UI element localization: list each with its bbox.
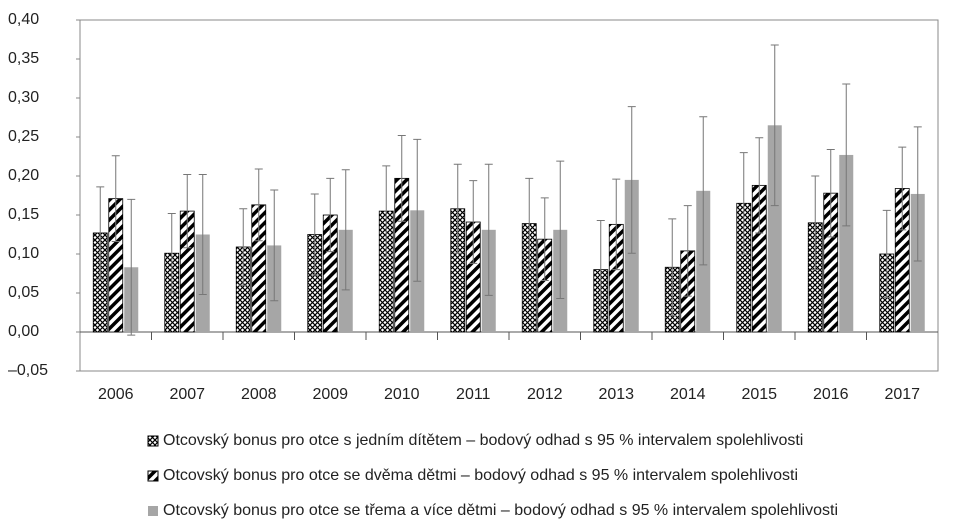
- x-tick-label: 2016: [813, 386, 849, 403]
- error-bar: [668, 218, 677, 317]
- error-bar: [469, 180, 478, 264]
- legend-swatch: [147, 470, 159, 482]
- error-bar: [326, 177, 335, 253]
- plot-frame: [79, 19, 939, 372]
- error-bar: [627, 106, 636, 254]
- error-bar: [826, 148, 835, 238]
- y-tick-label: 0,05: [8, 284, 39, 301]
- error-bar: [198, 173, 207, 296]
- error-bar: [556, 160, 565, 299]
- bar: [624, 179, 639, 332]
- error-bar: [739, 152, 748, 255]
- legend-swatch: [148, 506, 158, 516]
- y-tick-label: –0,05: [8, 362, 48, 379]
- error-bar: [484, 163, 493, 296]
- error-bar: [699, 116, 708, 266]
- error-bar: [111, 155, 120, 243]
- legend-swatch: [147, 435, 159, 447]
- error-bar: [127, 198, 136, 336]
- error-bar: [397, 134, 406, 222]
- x-tick-label: 2007: [169, 386, 205, 403]
- error-bar: [310, 193, 319, 276]
- x-tick-label: 2014: [670, 386, 706, 403]
- x-tick-label: 2011: [456, 386, 491, 403]
- error-bar: [811, 175, 820, 271]
- bar: [910, 193, 925, 332]
- error-bar: [755, 137, 764, 234]
- error-bar: [341, 169, 350, 291]
- y-tick-label: 0,00: [8, 323, 39, 340]
- error-bar: [183, 173, 192, 249]
- y-tick-label: 0,35: [8, 50, 39, 67]
- error-bar: [612, 178, 621, 271]
- bar: [839, 154, 854, 332]
- x-tick-label: 2015: [741, 386, 777, 403]
- error-bar: [842, 83, 851, 227]
- error-bar: [596, 219, 605, 320]
- error-bar: [683, 205, 692, 297]
- y-tick-label: 0,20: [8, 167, 39, 184]
- error-bar: [453, 163, 462, 254]
- y-tick-label: 0,40: [8, 11, 39, 28]
- error-bar: [413, 138, 422, 282]
- error-bar: [167, 212, 176, 294]
- x-tick-label: 2013: [598, 386, 634, 403]
- y-tick-label: 0,15: [8, 206, 39, 223]
- legend-label: Otcovský bonus pro otce se třema a více …: [163, 502, 838, 519]
- error-bar: [270, 189, 279, 302]
- error-bar: [898, 146, 907, 231]
- legend-label: Otcovský bonus pro otce s jedním dítětem…: [163, 432, 803, 449]
- error-bar: [254, 168, 263, 242]
- x-tick-label: 2006: [98, 386, 134, 403]
- error-bar: [882, 209, 891, 299]
- error-bar: [382, 165, 391, 257]
- x-tick-label: 2012: [527, 386, 563, 403]
- x-tick-label: 2009: [312, 386, 348, 403]
- y-tick-label: 0,30: [8, 89, 39, 106]
- bar: [767, 125, 782, 332]
- legend-label: Otcovský bonus pro otce se dvěma dětmi –…: [163, 467, 798, 484]
- error-bar: [913, 126, 922, 262]
- x-tick-label: 2008: [241, 386, 277, 403]
- x-tick-label: 2017: [884, 386, 920, 403]
- y-tick-label: 0,10: [8, 245, 39, 262]
- x-tick-label: 2010: [384, 386, 420, 403]
- error-bar: [525, 177, 534, 270]
- error-bar: [96, 186, 105, 280]
- y-tick-label: 0,25: [8, 128, 39, 145]
- error-bar: [540, 197, 549, 282]
- error-bar: [239, 208, 248, 286]
- error-bar: [770, 44, 779, 207]
